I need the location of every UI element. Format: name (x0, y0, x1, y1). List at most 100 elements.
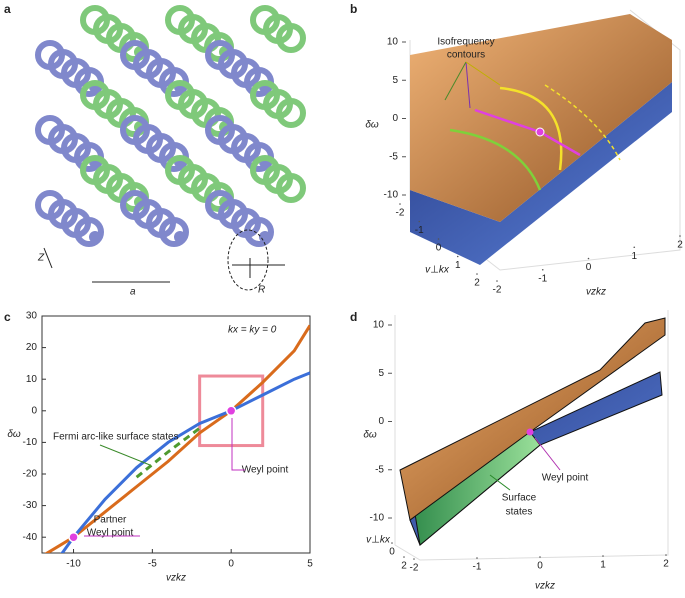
annotation: contours (447, 50, 485, 61)
r-label: R (258, 285, 265, 296)
panel-label: b (350, 2, 357, 16)
helix-end (174, 231, 186, 243)
annotation-arrow (99, 444, 151, 466)
y-label: vzkz (586, 287, 606, 298)
axis-tick (587, 257, 590, 260)
z-tick-label: 5 (392, 75, 398, 86)
annotation-arrow (84, 418, 245, 537)
axis-tick-label: 2 (677, 240, 683, 251)
axis-tick-label: 0 (389, 547, 395, 558)
y-tick-label: 30 (26, 311, 38, 322)
axis-tick-label: -2 (410, 563, 419, 574)
axis-tick-label: 0 (586, 262, 592, 273)
axis-tick (602, 555, 604, 557)
panel-b-surfaces (409, 9, 681, 271)
annotation: Weyl point (542, 473, 589, 484)
series-line (44, 324, 310, 553)
axis-tick (391, 542, 393, 544)
weyl-point (68, 531, 79, 543)
z-tick-label: 0 (392, 113, 398, 124)
axis-tick (539, 556, 541, 558)
kxky-label: kx = ky = 0 (228, 325, 277, 336)
helix-turn (74, 217, 104, 247)
axis-tick-label: 2 (401, 561, 407, 572)
z-tick-label: -5 (375, 464, 384, 475)
point-label: Weyl point (242, 465, 289, 476)
panel-a (35, 5, 306, 247)
annotation: states (506, 507, 533, 518)
plot-frame (41, 315, 311, 554)
panel-label: d (350, 310, 357, 324)
z-tick-label: -5 (389, 151, 398, 162)
y-tick-label: -20 (23, 469, 38, 480)
annotation: Isofrequency (437, 37, 494, 48)
x-tick-label: -10 (66, 559, 81, 570)
helix-end (259, 231, 271, 243)
axis-tick-label: 0 (537, 561, 543, 572)
x-label: vzkz (166, 573, 186, 584)
helix-turn (276, 23, 306, 53)
axis-tick (496, 280, 498, 282)
axis-tick (418, 220, 421, 223)
axis-tick-label: 2 (663, 559, 669, 570)
x-tick-label: 0 (228, 559, 234, 570)
z-label: Z (37, 253, 45, 264)
y-tick-label: -30 (23, 500, 38, 511)
axis-tick-label: 1 (631, 251, 637, 262)
z-tick-label: -10 (370, 513, 385, 524)
panel-d-surfaces (394, 310, 669, 561)
axis-tick (413, 558, 415, 560)
z-tick-label: 10 (373, 320, 385, 331)
y-tick-label: 0 (31, 405, 37, 416)
point-label: Weyl point (87, 528, 134, 539)
a-label: a (130, 287, 136, 298)
panel-label: a (4, 2, 11, 16)
helix-turn (159, 217, 189, 247)
axis-tick (476, 557, 478, 559)
axis-tick (633, 246, 636, 249)
arc-label: Fermi arc-like surface states (53, 432, 179, 443)
axis-tick-label: 1 (600, 560, 606, 571)
point-label: Partner (94, 515, 127, 526)
z-tick-label: 10 (387, 37, 399, 48)
series-line (60, 371, 310, 553)
axis-tick-label: 0 (436, 243, 442, 254)
axis-tick (476, 273, 478, 275)
helix-end (89, 231, 101, 243)
z-label: δω (365, 120, 379, 131)
y-tick-label: -10 (23, 437, 38, 448)
axis-tick (399, 203, 401, 205)
annotation: Surface (502, 493, 537, 504)
helix-turn (276, 173, 306, 203)
axis-tick (665, 554, 667, 556)
z-tick-label: 5 (378, 368, 384, 379)
x-label: v⊥kx (425, 265, 450, 276)
z-tick-label: -10 (384, 190, 399, 201)
x-tick-label: 5 (307, 559, 313, 570)
axis-tick-label: -1 (538, 273, 547, 284)
axis-tick-label: -2 (493, 285, 502, 296)
axis-tick-label: -2 (396, 208, 405, 219)
axis-tick-label: 2 (474, 278, 480, 289)
axis-tick (456, 255, 459, 258)
axis-tick-label: -1 (473, 562, 482, 573)
x-label: v⊥kx (366, 535, 391, 546)
axis-tick-label: 1 (455, 260, 461, 271)
weyl-point (225, 405, 237, 417)
helix-turn (244, 217, 274, 247)
charts: -10-50510-2-1012-2-1012δωv⊥kxvzkzIsofreq… (7, 37, 683, 592)
panel-label: c (4, 310, 11, 324)
axis-tick (679, 235, 681, 237)
x-tick-label: -5 (148, 559, 157, 570)
axis-tick (541, 268, 544, 271)
y-tick-label: 20 (26, 342, 38, 353)
axis-tick (403, 556, 405, 558)
panel-a-arrows (43, 229, 285, 291)
axis-tick (437, 238, 440, 240)
series-line (135, 426, 201, 479)
axis-tick-label: -1 (415, 225, 424, 236)
y-tick-label: 10 (26, 374, 38, 385)
helix-turn (276, 98, 306, 128)
y-label: vzkz (535, 581, 555, 592)
